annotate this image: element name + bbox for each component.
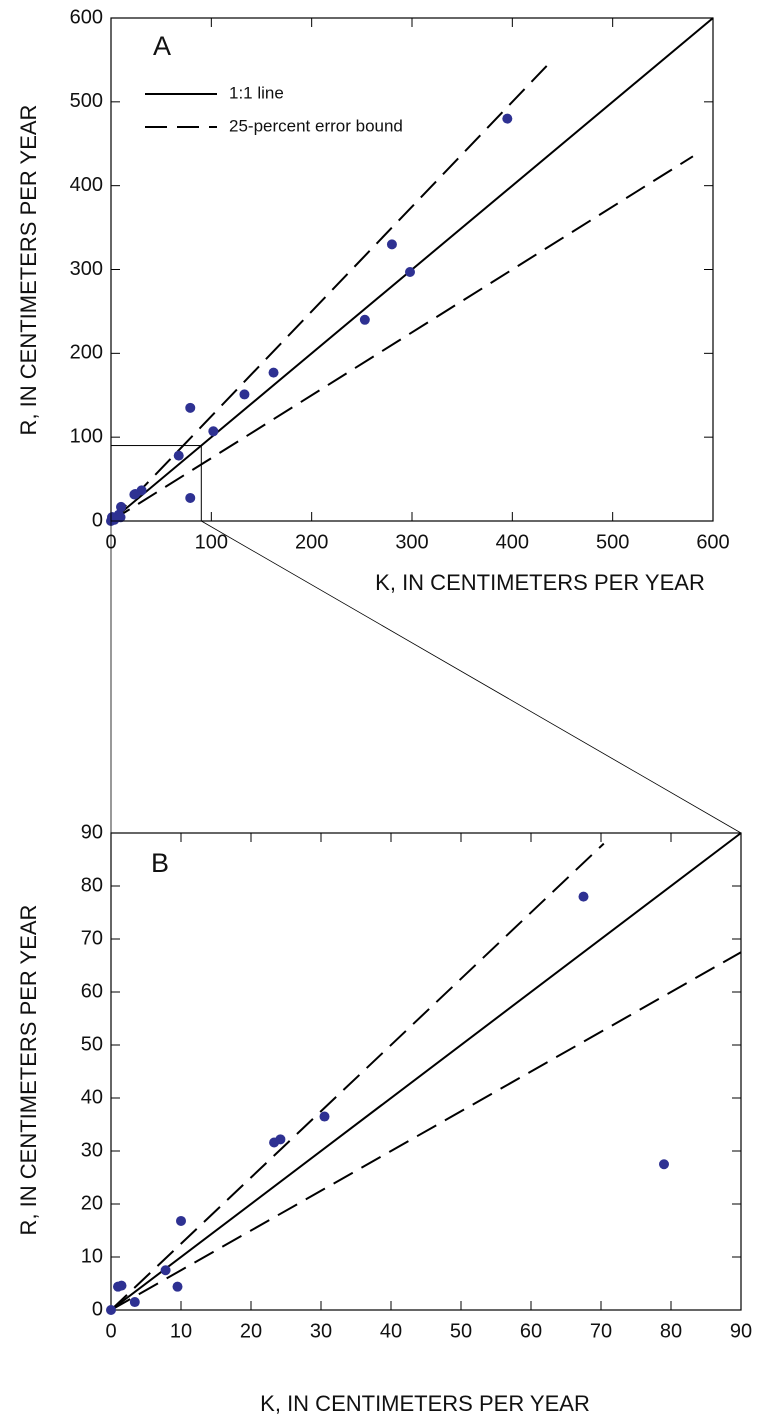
- panel-label: B: [151, 848, 169, 878]
- data-point: [404, 267, 415, 278]
- x-axis-label: K, IN CENTIMETERS PER YEAR: [375, 570, 705, 595]
- y-tick-label: 0: [92, 1298, 103, 1320]
- y-tick-label: 50: [81, 1033, 103, 1055]
- y-tick-label: 40: [81, 1086, 103, 1108]
- data-point: [185, 402, 196, 413]
- x-tick-label: 40: [380, 1320, 402, 1342]
- x-tick-label: 90: [730, 1320, 752, 1342]
- x-tick-label: 300: [395, 531, 428, 553]
- x-tick-label: 100: [195, 531, 228, 553]
- data-point: [173, 450, 184, 461]
- y-tick-label: 10: [81, 1245, 103, 1267]
- reference-line: [110, 832, 742, 1311]
- x-tick-label: 80: [660, 1320, 682, 1342]
- x-tick-label: 60: [520, 1320, 542, 1342]
- data-point: [269, 1137, 280, 1148]
- data-point: [129, 1297, 140, 1308]
- x-tick-label: 0: [105, 1320, 116, 1342]
- data-point: [160, 1265, 171, 1276]
- x-tick-label: 70: [590, 1320, 612, 1342]
- panel-label: A: [153, 31, 171, 61]
- zoom-connector: [201, 520, 742, 834]
- data-point: [578, 891, 589, 902]
- x-tick-label: 500: [596, 531, 629, 553]
- data-point: [268, 367, 279, 378]
- y-tick-label: 80: [81, 874, 103, 896]
- data-point: [208, 426, 219, 437]
- x-axis-label: K, IN CENTIMETERS PER YEAR: [260, 1391, 590, 1416]
- data-point: [172, 1281, 183, 1292]
- data-point: [129, 489, 140, 500]
- x-tick-label: 400: [496, 531, 529, 553]
- x-tick-label: 200: [295, 531, 328, 553]
- reference-line: [110, 59, 554, 522]
- reference-line: [110, 155, 694, 522]
- data-point: [106, 1305, 116, 1315]
- y-tick-label: 100: [70, 425, 103, 447]
- data-point: [113, 1281, 123, 1292]
- data-point: [502, 113, 513, 124]
- y-tick-label: 30: [81, 1139, 103, 1161]
- y-tick-label: 70: [81, 927, 103, 949]
- data-point: [239, 389, 250, 400]
- y-tick-label: 60: [81, 980, 103, 1002]
- x-tick-label: 10: [170, 1320, 192, 1342]
- legend-label: 25-percent error bound: [229, 116, 403, 135]
- legend-label: 1:1 line: [229, 83, 284, 102]
- data-point: [359, 314, 370, 325]
- y-axis-label: R, IN CENTIMETERS PER YEAR: [16, 105, 41, 436]
- x-tick-label: 50: [450, 1320, 472, 1342]
- x-tick-label: 30: [310, 1320, 332, 1342]
- y-tick-label: 600: [70, 6, 103, 28]
- y-tick-label: 500: [70, 90, 103, 112]
- y-tick-label: 20: [81, 1192, 103, 1214]
- zoom-box: [110, 445, 202, 522]
- y-tick-label: 0: [92, 509, 103, 531]
- plot-frame: [110, 832, 742, 1311]
- data-point: [319, 1111, 330, 1122]
- y-tick-label: 200: [70, 342, 103, 364]
- data-point: [116, 501, 127, 512]
- y-tick-label: 400: [70, 174, 103, 196]
- data-point: [386, 239, 397, 250]
- reference-line: [110, 842, 605, 1311]
- data-point: [185, 492, 196, 503]
- data-point: [176, 1215, 186, 1226]
- reference-line: [110, 951, 742, 1311]
- y-tick-label: 90: [81, 821, 103, 843]
- x-tick-label: 600: [696, 531, 729, 553]
- y-axis-label: R, IN CENTIMETERS PER YEAR: [16, 905, 41, 1236]
- x-tick-label: 20: [240, 1320, 262, 1342]
- data-point: [659, 1159, 669, 1170]
- y-tick-label: 300: [70, 258, 103, 280]
